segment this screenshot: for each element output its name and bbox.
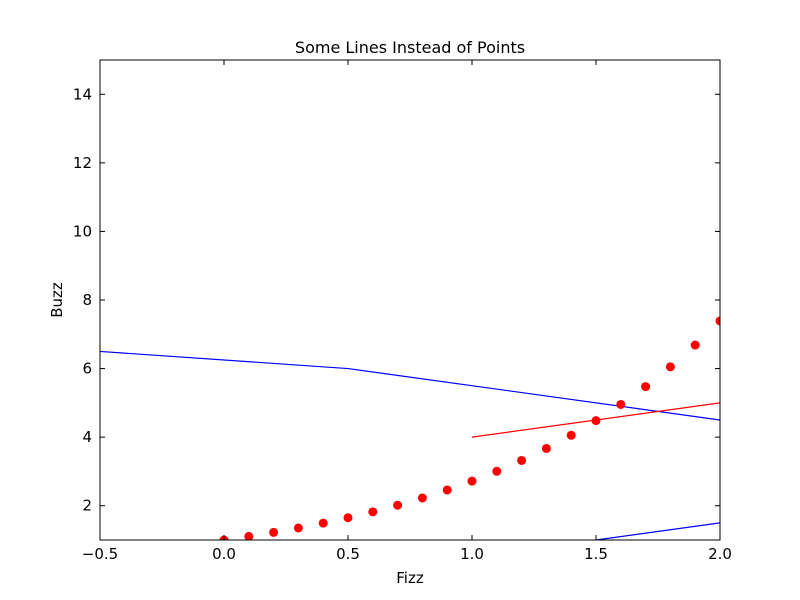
data-point <box>665 362 675 372</box>
data-point <box>690 340 700 350</box>
x-tick-label: 0.5 <box>336 545 360 563</box>
x-tick-label: 1.0 <box>460 545 484 563</box>
x-tick-label: 1.5 <box>584 545 608 563</box>
y-tick-label: 10 <box>73 222 92 240</box>
ticks-layer: −0.5 0.0 0.5 1.0 1.5 2.0 2 4 6 8 10 12 14 <box>73 60 732 563</box>
data-point <box>442 485 452 495</box>
y-tick-label: 12 <box>73 154 92 172</box>
y-axis-label: Buzz <box>48 282 66 318</box>
data-point <box>566 430 576 440</box>
data-point <box>318 518 328 528</box>
x-tick-label: 2.0 <box>708 545 732 563</box>
data-point <box>467 476 477 486</box>
series-group <box>100 316 720 540</box>
data-point <box>343 513 353 523</box>
data-point <box>517 455 527 465</box>
data-point <box>492 466 502 476</box>
y-tick-label: 14 <box>73 85 92 103</box>
y-tick-label: 6 <box>82 360 92 378</box>
data-point <box>641 382 651 392</box>
series-blue-line-upper <box>100 350 720 421</box>
data-point <box>244 531 254 540</box>
x-axis-label: Fizz <box>396 569 424 587</box>
data-point <box>269 527 279 537</box>
data-point <box>393 500 403 510</box>
data-point <box>293 523 303 533</box>
data-point <box>715 316 720 326</box>
data-point <box>541 443 551 453</box>
series-blue-line-lower <box>595 522 720 540</box>
y-tick-label: 2 <box>82 497 92 515</box>
plot-frame <box>99 59 721 541</box>
y-tick-label: 4 <box>82 428 92 446</box>
y-tick-label: 8 <box>82 291 92 309</box>
x-tick-label: 0.0 <box>212 545 236 563</box>
data-point <box>368 507 378 517</box>
data-point <box>417 493 427 503</box>
plot-layer <box>100 316 720 540</box>
x-tick-label: −0.5 <box>82 545 118 563</box>
chart-title: Some Lines Instead of Points <box>295 38 525 57</box>
data-point <box>616 399 626 409</box>
data-point <box>591 416 601 426</box>
